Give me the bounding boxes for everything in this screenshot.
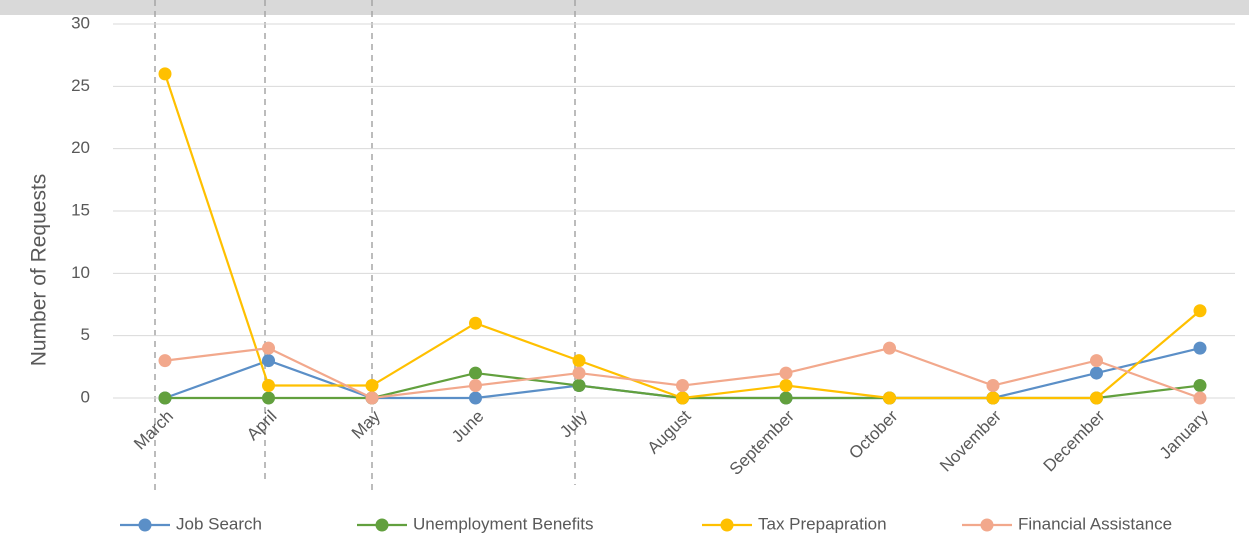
top-band — [0, 0, 1249, 15]
x-tick-label: December — [1040, 406, 1109, 475]
data-point — [1193, 341, 1207, 355]
data-point — [262, 354, 275, 368]
data-point — [158, 391, 172, 405]
data-point — [572, 354, 586, 368]
legend-marker — [375, 518, 389, 532]
legend-marker — [980, 518, 994, 532]
x-tick-label: October — [845, 406, 901, 462]
x-tick-label: July — [556, 406, 591, 441]
data-point — [469, 366, 482, 380]
legend-marker — [720, 518, 734, 532]
x-tick-label: January — [1156, 406, 1213, 463]
legend-marker — [138, 518, 152, 532]
x-tick-label: June — [448, 407, 488, 447]
legend-label: Financial Assistance — [1018, 514, 1172, 533]
data-point — [158, 67, 172, 81]
data-point — [262, 379, 275, 393]
data-point — [262, 391, 275, 405]
data-point — [986, 391, 1000, 405]
x-tick-label: May — [348, 406, 384, 442]
data-point — [365, 391, 379, 405]
data-point — [1090, 391, 1103, 405]
data-point — [1090, 366, 1103, 380]
x-tick-label: November — [936, 406, 1005, 475]
x-tick-label: August — [644, 406, 695, 457]
data-point — [158, 354, 172, 368]
series-line — [163, 73, 1201, 400]
data-point — [779, 366, 793, 380]
legend-label: Unemployment Benefits — [413, 514, 593, 533]
x-tick-label: April — [243, 407, 280, 444]
y-tick-label: 15 — [71, 200, 90, 219]
y-tick-label: 25 — [71, 76, 90, 95]
legend-label: Job Search — [176, 514, 262, 533]
data-point — [779, 391, 793, 405]
data-point — [883, 391, 896, 405]
data-point — [676, 391, 689, 405]
y-tick-label: 30 — [71, 13, 90, 32]
data-point — [1090, 354, 1103, 368]
data-point — [262, 341, 275, 355]
y-tick-label: 20 — [71, 138, 90, 157]
data-point — [572, 379, 586, 393]
y-tick-label: 5 — [81, 325, 90, 344]
y-tick-label: 10 — [71, 263, 90, 282]
data-point — [469, 316, 482, 330]
data-point — [883, 341, 896, 355]
legend-label: Tax Prepapration — [758, 514, 887, 533]
x-tick-label: March — [130, 407, 177, 454]
data-point — [986, 379, 1000, 393]
data-point — [469, 379, 482, 393]
data-point — [469, 391, 482, 405]
y-tick-label: 0 — [81, 387, 90, 406]
data-point — [1193, 304, 1207, 318]
data-point — [1193, 391, 1207, 405]
data-point — [1193, 379, 1207, 393]
data-point — [572, 366, 586, 380]
data-point — [676, 379, 689, 393]
data-point — [779, 379, 793, 393]
y-axis-label: Number of Requests — [28, 174, 51, 367]
data-point — [365, 379, 379, 393]
x-tick-label: September — [726, 406, 798, 478]
